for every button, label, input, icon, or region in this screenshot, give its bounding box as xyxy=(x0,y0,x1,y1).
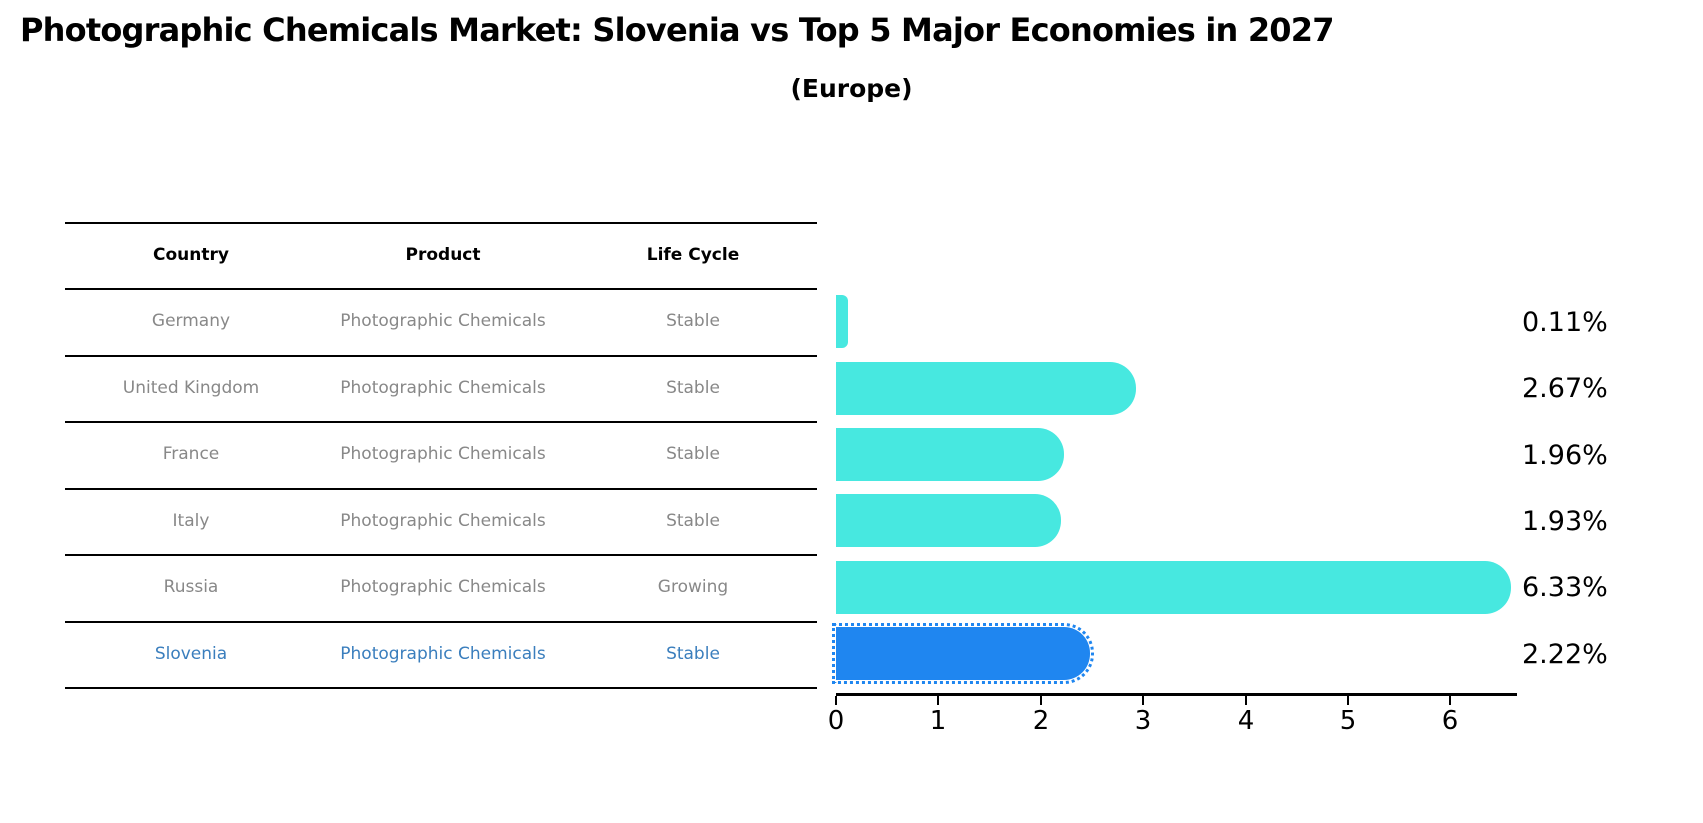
bar-france xyxy=(836,428,1064,481)
x-axis-tick-label: 1 xyxy=(929,706,947,736)
x-axis-line xyxy=(836,693,1517,696)
table-cell-life-cycle: Stable xyxy=(666,511,720,531)
table-cell-life-cycle: Growing xyxy=(657,577,729,597)
column-header-country: Country xyxy=(153,245,229,265)
x-axis-tick-label: 6 xyxy=(1441,706,1459,736)
value-label-france: 1.96% xyxy=(1522,439,1608,471)
x-axis-tick-label: 4 xyxy=(1237,706,1255,736)
x-axis-tick xyxy=(1449,696,1451,705)
x-axis-tick-label: 0 xyxy=(827,706,845,736)
table-cell-product: Photographic Chemicals xyxy=(340,644,546,664)
table-cell-life-cycle: Stable xyxy=(666,311,720,331)
table-cell-product: Photographic Chemicals xyxy=(340,577,546,597)
value-label-slovenia: 2.22% xyxy=(1522,638,1608,670)
bar-united-kingdom xyxy=(836,362,1136,415)
x-axis-tick xyxy=(1142,696,1144,705)
bar-russia xyxy=(836,561,1511,614)
table-cell-country: Italy xyxy=(172,511,210,531)
table-row-separator xyxy=(65,554,817,556)
x-axis-tick-label: 3 xyxy=(1134,706,1152,736)
chart-subtitle: (Europe) xyxy=(790,74,913,103)
x-axis-tick xyxy=(1245,696,1247,705)
table-row-separator xyxy=(65,355,817,357)
bar-italy xyxy=(836,494,1061,547)
value-label-russia: 6.33% xyxy=(1522,571,1608,603)
table-top-border xyxy=(65,222,817,224)
table-cell-country: Russia xyxy=(163,577,219,597)
table-row-separator xyxy=(65,621,817,623)
chart-title: Photographic Chemicals Market: Slovenia … xyxy=(20,11,1334,49)
bar-germany xyxy=(836,295,848,348)
table-cell-product: Photographic Chemicals xyxy=(340,444,546,464)
column-header-product: Product xyxy=(405,245,481,265)
table-cell-product: Photographic Chemicals xyxy=(340,511,546,531)
table-cell-life-cycle: Stable xyxy=(666,378,720,398)
table-cell-product: Photographic Chemicals xyxy=(340,378,546,398)
table-row-separator xyxy=(65,421,817,423)
table-cell-life-cycle: Stable xyxy=(666,644,720,664)
bar-slovenia xyxy=(832,623,1094,684)
table-row-separator xyxy=(65,488,817,490)
x-axis-tick xyxy=(1347,696,1349,705)
table-cell-country: Germany xyxy=(151,311,231,331)
x-axis-tick-label: 2 xyxy=(1032,706,1050,736)
table-row-separator xyxy=(65,288,817,290)
table-row-separator xyxy=(65,687,817,689)
table-cell-country: France xyxy=(162,444,220,464)
value-label-united-kingdom: 2.67% xyxy=(1522,372,1608,404)
column-header-life-cycle: Life Cycle xyxy=(646,245,740,265)
value-label-germany: 0.11% xyxy=(1522,306,1608,338)
x-axis-tick xyxy=(937,696,939,705)
table-cell-life-cycle: Stable xyxy=(666,444,720,464)
table-cell-product: Photographic Chemicals xyxy=(340,311,546,331)
x-axis-tick xyxy=(1040,696,1042,705)
x-axis-tick-label: 5 xyxy=(1339,706,1357,736)
x-axis-tick xyxy=(835,696,837,705)
value-label-italy: 1.93% xyxy=(1522,505,1608,537)
table-cell-country: Slovenia xyxy=(154,644,228,664)
table-cell-country: United Kingdom xyxy=(122,378,260,398)
